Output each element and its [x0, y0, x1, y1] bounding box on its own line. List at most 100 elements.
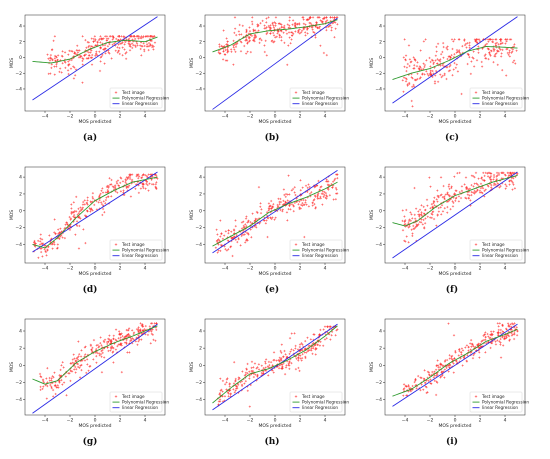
polynomial-regression-curve — [32, 325, 158, 385]
scatter-point — [100, 371, 104, 374]
scatter-point — [505, 40, 508, 43]
scatter-point — [480, 340, 483, 343]
scatter-point — [307, 205, 311, 208]
scatter-point — [312, 341, 315, 345]
scatter-point — [55, 386, 58, 389]
scatter-point — [499, 331, 502, 334]
scatter-point — [246, 372, 249, 375]
scatter-point — [112, 337, 115, 340]
scatter-point — [294, 347, 297, 350]
scatter-point — [54, 392, 57, 396]
scatter-point — [424, 385, 427, 388]
test-image-points — [46, 35, 157, 84]
scatter-point — [55, 63, 58, 66]
scatter-point — [291, 187, 295, 191]
scatter-point — [266, 217, 270, 220]
y-tick-label: −4 — [375, 397, 382, 403]
scatter-point — [458, 38, 461, 41]
legend-entry: Test image — [121, 394, 145, 399]
legend-marker-points — [474, 243, 478, 246]
scatter-point — [141, 45, 144, 48]
scatter-point — [508, 183, 511, 186]
scatter-point — [94, 38, 97, 41]
scatter-point — [101, 348, 104, 352]
x-tick-label: 2 — [299, 266, 302, 272]
scatter-point — [120, 342, 123, 345]
scatter-point — [493, 182, 496, 185]
scatter-point — [323, 325, 327, 328]
scatter-point — [99, 41, 102, 44]
scatter-point — [324, 196, 327, 199]
scatter-point — [117, 35, 120, 38]
scatter-point — [445, 46, 448, 50]
scatter-point — [272, 34, 276, 37]
scatter-point — [460, 347, 464, 350]
scatter-point — [98, 194, 101, 197]
linear-regression-line — [32, 323, 158, 414]
scatter-point — [245, 29, 248, 33]
scatter-point — [60, 71, 63, 74]
scatter-point — [311, 28, 314, 31]
scatter-point — [511, 323, 515, 326]
scatter-point — [483, 333, 486, 336]
scatter-point — [319, 44, 322, 47]
scatter-point — [493, 48, 496, 51]
scatter-point — [455, 196, 458, 199]
scatter-point — [462, 356, 465, 359]
scatter-point — [227, 50, 230, 53]
scatter-point — [92, 37, 95, 41]
scatter-point — [316, 195, 319, 199]
scatter-point — [86, 40, 89, 44]
scatter-point — [94, 351, 97, 354]
scatter-point — [60, 379, 63, 382]
scatter-point — [492, 47, 495, 51]
scatter-point — [109, 340, 113, 343]
scatter-point — [123, 193, 126, 197]
x-tick-label: 4 — [144, 418, 147, 424]
scatter-point — [307, 344, 310, 348]
scatter-point — [447, 322, 450, 325]
scatter-point — [142, 173, 145, 176]
scatter-point — [247, 233, 250, 236]
scatter-point — [264, 39, 267, 42]
scatter-point — [102, 339, 105, 343]
scatter-point — [463, 183, 466, 186]
scatter-point — [267, 24, 270, 28]
scatter-point — [264, 366, 267, 369]
scatter-point — [498, 186, 501, 189]
scatter-point — [96, 41, 99, 44]
scatter-point — [87, 41, 90, 44]
scatter-point — [39, 233, 42, 236]
scatter-point — [220, 232, 223, 235]
scatter-point — [147, 41, 151, 45]
scatter-point — [75, 368, 78, 371]
scatter-point — [450, 354, 454, 358]
scatter-point — [145, 43, 149, 46]
scatter-point — [267, 202, 271, 205]
scatter-point — [259, 202, 262, 205]
scatter-point — [308, 21, 311, 25]
scatter-point — [272, 24, 275, 27]
scatter-point — [49, 383, 52, 387]
scatter-point — [91, 45, 94, 48]
scatter-point — [218, 43, 221, 46]
scatter-point — [117, 337, 120, 340]
scatter-point — [325, 195, 329, 198]
scatter-point — [440, 75, 443, 79]
scatter-point — [77, 215, 80, 219]
scatter-point — [100, 355, 103, 358]
scatter-point — [109, 349, 112, 352]
panel-label: (i) — [446, 436, 458, 447]
scatter-point — [448, 357, 451, 360]
scatter-point — [73, 216, 77, 219]
scatter-point — [298, 32, 301, 35]
scatter-point — [85, 57, 88, 60]
scatter-point — [72, 201, 75, 204]
scatter-point — [286, 219, 289, 222]
scatter-point — [92, 40, 95, 43]
scatter-point — [129, 339, 132, 343]
scatter-point — [253, 40, 256, 43]
scatter-point — [445, 200, 449, 203]
scatter-point — [333, 178, 336, 182]
